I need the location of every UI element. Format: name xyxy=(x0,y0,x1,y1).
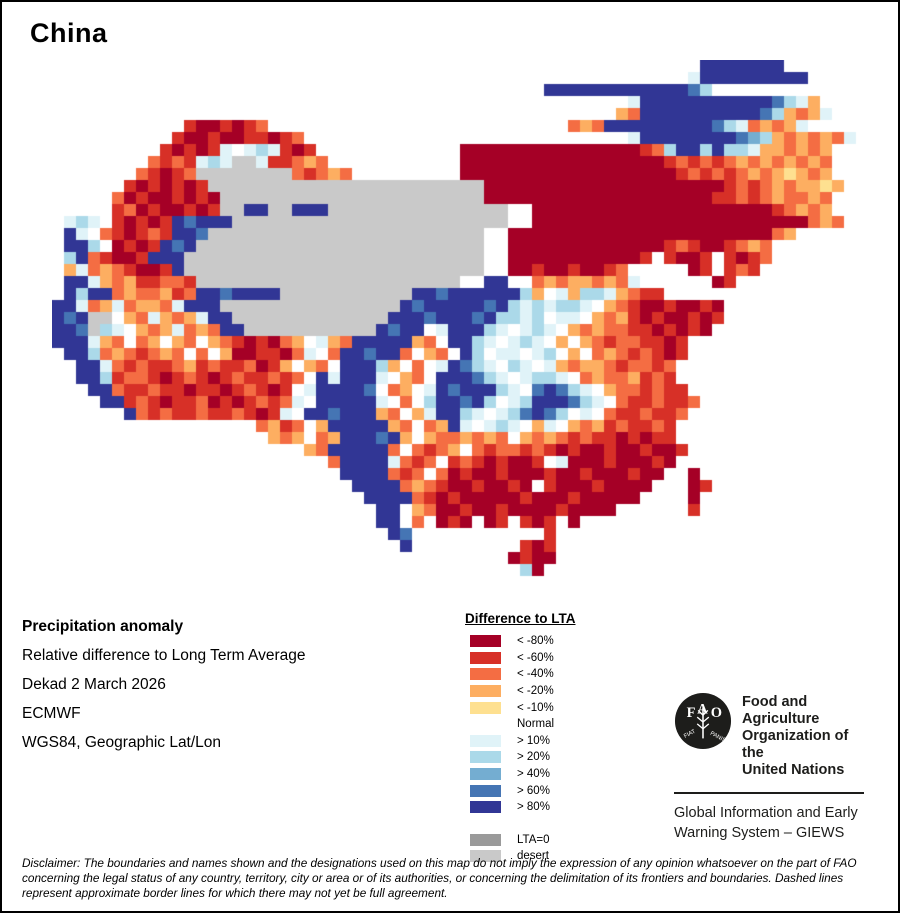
svg-text:O: O xyxy=(711,705,722,721)
page-title: China xyxy=(30,18,108,48)
legend-extra-row-0: LTA=0 xyxy=(465,832,665,849)
legend-label: < -10% xyxy=(517,701,554,714)
legend-label: LTA=0 xyxy=(517,833,550,846)
china-precipitation-map xyxy=(52,60,868,612)
legend-swatch xyxy=(470,784,501,797)
fao-org-line-1: Organization of the xyxy=(742,728,849,761)
svg-text:FIAT: FIAT xyxy=(683,729,697,740)
legend-swatch xyxy=(470,668,501,681)
fao-org-name: Food and Agriculture Organization of the U… xyxy=(742,692,874,779)
fao-block: F A O FIAT PANIS Food and Agriculture Org… xyxy=(674,692,874,843)
fao-org-line-0: Food and Agriculture xyxy=(742,694,820,727)
legend-label: > 80% xyxy=(517,801,550,814)
info-line-2: ECMWF xyxy=(22,705,81,722)
legend-swatch xyxy=(470,751,501,764)
legend-row-0: < -80% xyxy=(465,633,665,650)
legend-label: < -80% xyxy=(517,635,554,648)
legend-label: desert xyxy=(517,850,549,863)
legend-row-9: > 60% xyxy=(465,782,665,799)
legend-swatch xyxy=(470,635,501,648)
giews-label: Global Information and Early Warning Syst… xyxy=(674,803,874,843)
legend-rows: < -80% < -60% < -40% < -20% < -10% Normal > 10… xyxy=(465,633,665,816)
legend-swatch xyxy=(470,801,501,814)
legend-row-1: < -60% xyxy=(465,650,665,667)
legend-row-6: > 10% xyxy=(465,733,665,750)
legend-label: Normal xyxy=(517,718,555,731)
legend-row-7: > 20% xyxy=(465,749,665,766)
map-subject-heading: Precipitation anomaly xyxy=(22,618,184,635)
giews-line-0: Global Information and Early xyxy=(674,805,858,821)
legend-row-10: > 80% xyxy=(465,799,665,816)
disclaimer-text: Disclaimer: The boundaries and names sho… xyxy=(22,856,857,901)
legend-swatch xyxy=(470,850,501,863)
legend-row-8: > 40% xyxy=(465,766,665,783)
fao-divider xyxy=(674,792,864,794)
giews-line-1: Warning System – GIEWS xyxy=(674,825,845,841)
info-lines: Relative difference to Long Term Average… xyxy=(22,641,452,757)
fao-logo-icon: F A O FIAT PANIS xyxy=(674,692,732,750)
legend-swatch xyxy=(470,833,501,846)
legend: Difference to LTA < -80% < -60% < -40% < -2… xyxy=(465,611,665,865)
info-line-3: WGS84, Geographic Lat/Lon xyxy=(22,734,222,751)
legend-label: > 40% xyxy=(517,768,550,781)
legend-swatch xyxy=(470,701,501,714)
legend-swatch xyxy=(470,651,501,664)
svg-text:F: F xyxy=(687,705,696,721)
legend-row-2: < -40% xyxy=(465,666,665,683)
info-block: Precipitation anomaly Relative differenc… xyxy=(22,612,452,757)
legend-swatch xyxy=(470,768,501,781)
info-line-1: Dekad 2 March 2026 xyxy=(22,676,166,693)
legend-row-3: < -20% xyxy=(465,683,665,700)
legend-label: > 20% xyxy=(517,751,550,764)
legend-label: > 60% xyxy=(517,784,550,797)
info-line-0: Relative difference to Long Term Average xyxy=(22,647,306,664)
legend-label: < -60% xyxy=(517,651,554,664)
fao-org-line-2: United Nations xyxy=(742,762,845,778)
legend-label: < -40% xyxy=(517,668,554,681)
legend-label: > 10% xyxy=(517,734,550,747)
legend-swatch xyxy=(470,734,501,747)
legend-swatch xyxy=(470,718,501,731)
legend-extra-rows: LTA=0 desert xyxy=(465,832,665,865)
legend-swatch xyxy=(470,685,501,698)
legend-row-5: Normal xyxy=(465,716,665,733)
legend-extra-row-1: desert xyxy=(465,848,665,865)
legend-title: Difference to LTA xyxy=(465,611,576,626)
fao-header: F A O FIAT PANIS Food and Agriculture Org… xyxy=(674,692,874,779)
legend-row-4: < -10% xyxy=(465,699,665,716)
legend-label: < -20% xyxy=(517,685,554,698)
